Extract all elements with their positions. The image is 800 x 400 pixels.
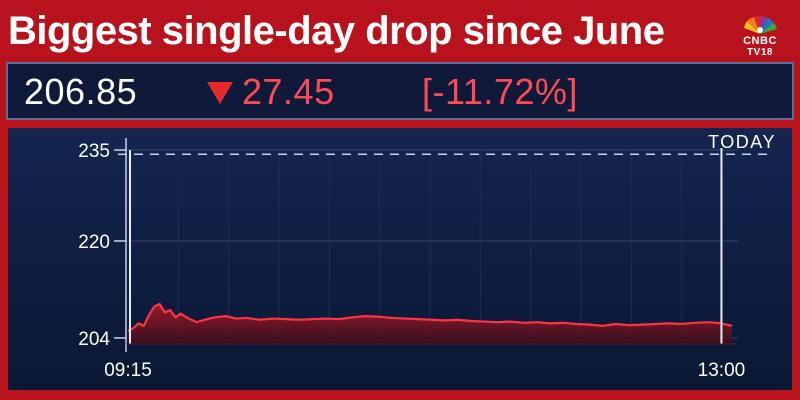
logo-text-cnbc: CNBC [743, 35, 777, 47]
logo-text-tv18: TV18 [747, 47, 773, 58]
chart-panel: 204 220 235 09:15 13:00 TODAY [8, 128, 792, 390]
last-price: 206.85 [24, 71, 138, 112]
headline: Biggest single-day drop since June [8, 9, 665, 53]
y-tick-label: 204 [78, 329, 110, 350]
y-tick-label: 220 [78, 232, 110, 253]
price-change-percent: [-11.72%] [422, 71, 578, 112]
price-line [127, 302, 733, 332]
price-change: 27.45 [242, 71, 335, 112]
cnbc-tv18-logo: CNBC TV18 [728, 6, 792, 58]
y-tick-label: 235 [78, 141, 110, 162]
price-area-fill [128, 304, 732, 344]
peacock-icon [744, 15, 777, 34]
x-tick-label-end: 13:00 [698, 360, 746, 381]
x-tick-label-start: 09:15 [104, 360, 152, 381]
period-label: TODAY [708, 132, 776, 152]
quote-bar: 206.85 27.45 [-11.72%] [6, 62, 794, 120]
intraday-chart: 204 220 235 09:15 13:00 TODAY [78, 132, 776, 381]
down-triangle-icon [207, 82, 233, 104]
